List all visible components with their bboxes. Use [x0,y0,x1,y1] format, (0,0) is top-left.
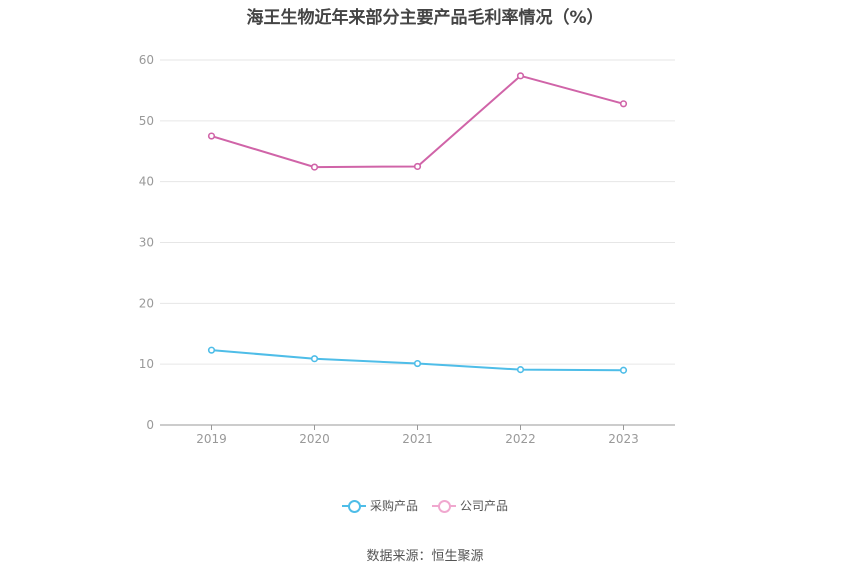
data-point [619,366,628,374]
y-tick-label: 50 [139,114,154,128]
data-point [413,359,422,368]
data-point [310,163,319,171]
y-tick-label: 30 [139,236,154,250]
y-tick-label: 0 [146,418,154,432]
x-tick-label: 2020 [299,432,330,446]
x-tick-label: 2022 [505,432,536,446]
legend-item-company[interactable]: 公司产品 [432,497,508,514]
legend: 采购产品 公司产品 [0,497,850,514]
source-note: 数据来源：恒生聚源 [366,549,484,564]
data-point [207,132,216,140]
y-tick-label: 60 [139,53,154,67]
legend-marker-company [432,499,456,513]
x-tick-label: 2023 [608,432,639,446]
x-tick-label: 2019 [196,432,227,446]
y-tick-label: 40 [139,175,154,189]
legend-label-purchased: 采购产品 [369,499,418,513]
data-point [413,162,422,171]
data-point [516,366,525,374]
data-point [310,355,319,363]
x-tick-label: 2021 [402,432,433,446]
data-point [619,100,628,108]
legend-label-company: 公司产品 [460,499,509,513]
legend-item-purchased[interactable]: 采购产品 [341,497,418,514]
chart-title: 海王生物近年来部分主要产品毛利率情况（%） [246,8,604,28]
legend-marker-purchased [341,499,366,513]
series-line-1 [211,74,624,169]
y-tick-label: 20 [139,296,154,310]
data-point [207,346,216,354]
data-point [516,72,525,80]
y-tick-label: 10 [139,357,154,371]
